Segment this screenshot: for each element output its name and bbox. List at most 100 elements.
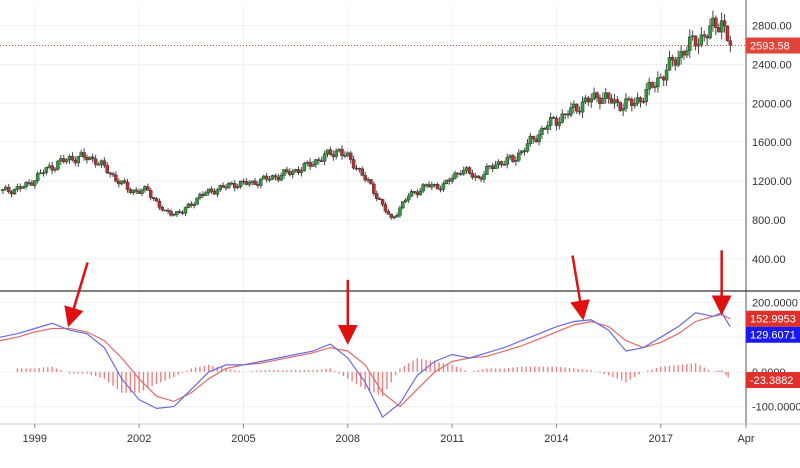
candle-down: [357, 167, 362, 170]
candle-up: [603, 92, 608, 99]
candle-down: [148, 190, 153, 198]
candle-down: [340, 148, 344, 156]
candle-up: [430, 184, 434, 188]
x-tick-label: Apr: [737, 433, 754, 445]
candle-down: [447, 179, 451, 182]
candle-up: [44, 167, 49, 173]
signal-value-label: 152.9953: [750, 314, 796, 326]
x-tick-label: 2011: [440, 433, 464, 445]
candle-up: [685, 50, 689, 56]
candle-up: [215, 189, 220, 195]
candle-up: [711, 17, 715, 27]
histogram-value-label: -23.3882: [750, 375, 793, 387]
candle-down: [522, 150, 527, 153]
candle-up: [508, 155, 512, 158]
candle-down: [151, 197, 156, 199]
candle-up: [482, 174, 486, 180]
candle-down: [108, 172, 112, 175]
candle-down: [438, 188, 443, 191]
candle-down: [566, 113, 570, 116]
candle-up: [679, 51, 683, 58]
candle-up: [398, 207, 402, 216]
candle-up: [337, 148, 341, 152]
candle-down: [377, 198, 382, 200]
candle-down: [595, 92, 599, 98]
candle-up: [247, 182, 251, 185]
candle-up: [227, 182, 231, 188]
candle-up: [311, 164, 315, 167]
candle-down: [62, 158, 66, 163]
candle-up: [667, 57, 672, 71]
candle-up: [635, 97, 640, 104]
candle-up: [409, 191, 414, 197]
candle-down: [383, 204, 388, 212]
candle-up: [644, 89, 649, 102]
candle-up: [175, 211, 179, 215]
candle-down: [534, 138, 538, 143]
candle-up: [583, 97, 588, 103]
candle-down: [650, 81, 654, 88]
candle-up: [12, 189, 17, 195]
y-tick-label-price: 1600.00: [752, 137, 792, 149]
candle-down: [389, 213, 394, 218]
candle-down: [717, 27, 721, 33]
candle-down: [499, 161, 504, 165]
candle-up: [346, 152, 350, 156]
macd-line: [0, 312, 731, 419]
candle-up: [366, 179, 370, 181]
candle-down: [256, 184, 260, 186]
candle-down: [177, 211, 182, 213]
candle-down: [70, 156, 75, 161]
candle-down: [128, 189, 133, 194]
candle-down: [163, 209, 167, 212]
candle-down: [27, 182, 31, 184]
candle-up: [540, 128, 544, 135]
candle-down: [543, 128, 547, 130]
candle-up: [238, 180, 243, 187]
candle-down: [502, 164, 507, 166]
candle-down: [722, 20, 727, 27]
candle-down: [511, 155, 515, 162]
candle-down: [641, 101, 646, 103]
candle-down: [435, 184, 440, 190]
candle-down: [85, 156, 89, 161]
candle-down: [9, 191, 14, 195]
candle-down: [82, 152, 86, 158]
current-price-badge: [746, 37, 800, 54]
y-tick-label-price: 800.00: [752, 215, 786, 227]
candle-up: [528, 135, 533, 144]
candle-up: [186, 203, 191, 208]
candle-up: [270, 175, 275, 180]
candle-up: [525, 143, 530, 152]
candle-up: [612, 99, 617, 104]
candle-down: [728, 40, 733, 46]
candle-up: [548, 117, 553, 126]
candle-up: [690, 35, 695, 38]
candle-down: [105, 165, 109, 174]
current-price-label: 2593.58: [750, 41, 790, 53]
candle-up: [143, 186, 147, 191]
candle-down: [328, 149, 333, 155]
candle-up: [204, 192, 208, 196]
candle-up: [461, 169, 466, 175]
candle-down: [201, 193, 205, 196]
candle-up: [53, 168, 57, 171]
candle-up: [88, 156, 92, 161]
candle-down: [661, 76, 666, 81]
candle-down: [157, 200, 162, 208]
candle-up: [131, 189, 136, 194]
y-tick-label-price: 2800.00: [752, 20, 792, 32]
candle-down: [586, 97, 591, 103]
candle-up: [235, 186, 240, 189]
candle-down: [673, 59, 678, 66]
candle-down: [627, 98, 631, 100]
candle-down: [6, 186, 11, 193]
candle-down: [609, 98, 614, 104]
candle-down: [705, 35, 709, 39]
candle-up: [601, 98, 605, 104]
x-tick-label: 2008: [336, 433, 360, 445]
candle-down: [351, 159, 356, 169]
candle-up: [172, 214, 176, 216]
x-tick-label: 2017: [649, 433, 673, 445]
